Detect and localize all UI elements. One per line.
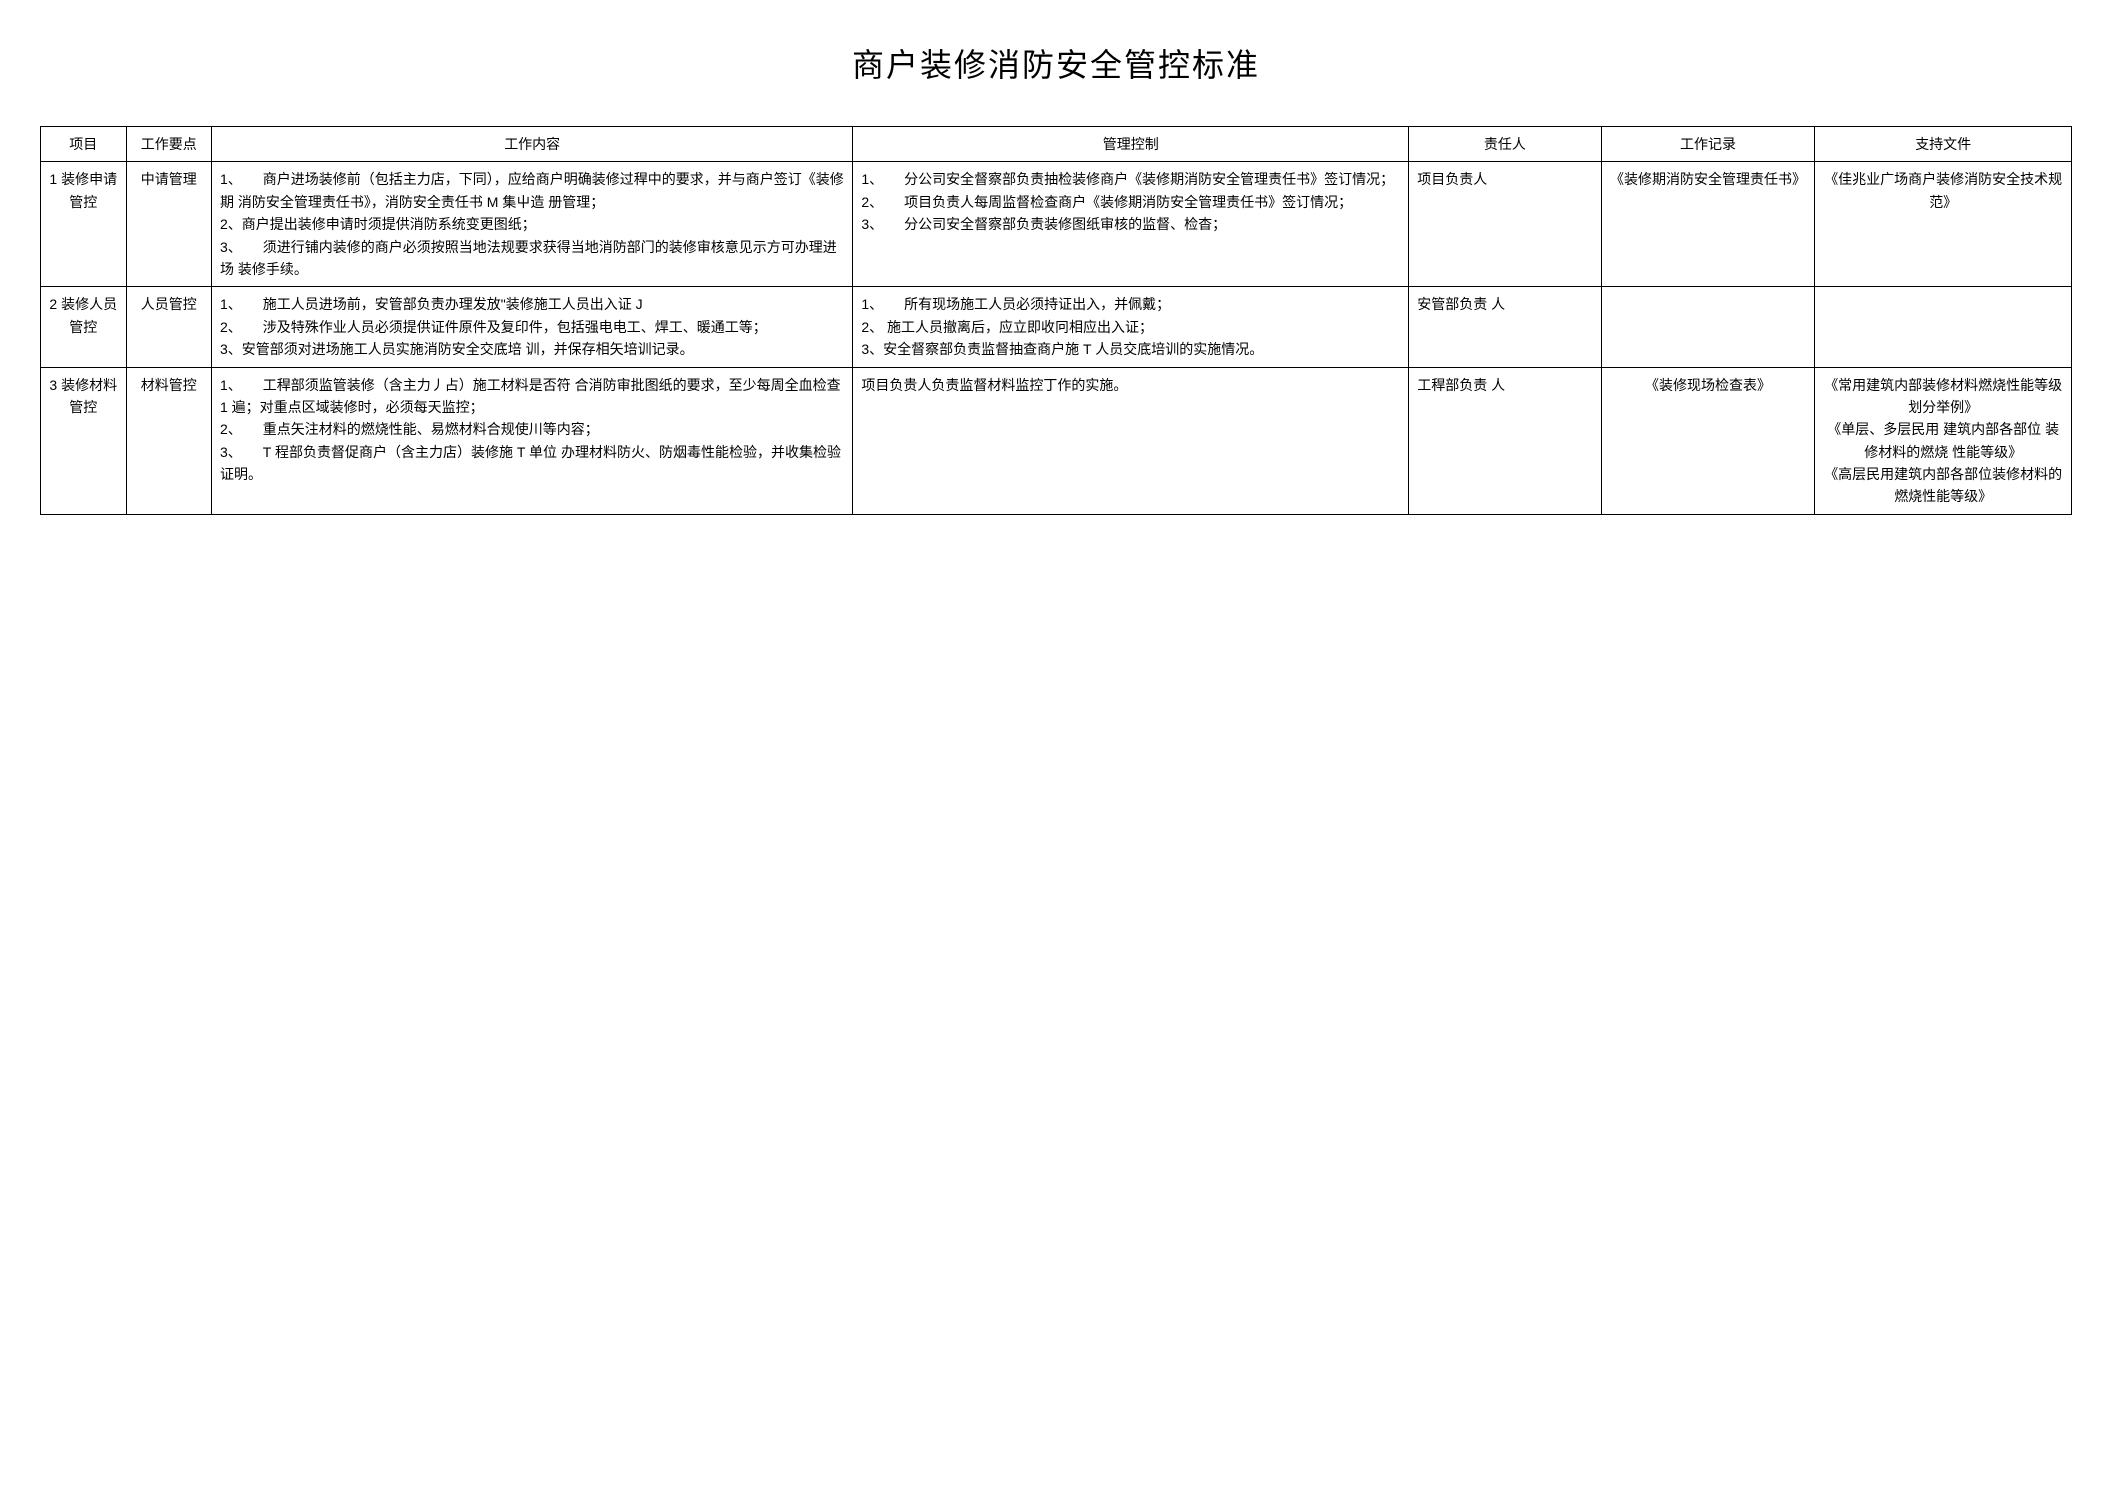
cell-control: 项目负贵人负责监督材料监控丁作的实施。 (853, 367, 1409, 514)
table-row: 3 装修材料管控 材料管控 1、 工稈部须监管装修（含主力丿占）施工材料是否符 … (41, 367, 2072, 514)
cell-support: 《常用建筑内部装修材料燃烧性能等级划分举例》《单层、多层民用 建筑内部各部位 装… (1815, 367, 2072, 514)
header-keypoint: 工作要点 (126, 127, 212, 162)
cell-control: 1、 分公司安全督察部负责抽检装修商户《装修期消防安全管理责任书》签订情况；2、… (853, 162, 1409, 287)
cell-support: 《佳兆业广场商户装修消防安全技术规范》 (1815, 162, 2072, 287)
cell-keypoint: 人员管控 (126, 287, 212, 367)
cell-record: 《装修期消防安全管理责任书》 (1601, 162, 1815, 287)
header-control: 管理控制 (853, 127, 1409, 162)
cell-person: 工稈部负责 人 (1409, 367, 1601, 514)
cell-person: 项目负责人 (1409, 162, 1601, 287)
cell-control: 1、 所有现场施工人员必须持证出入，并佩戴；2、 施工人员撤离后，应立即收冋相应… (853, 287, 1409, 367)
cell-project: 2 装修人员管控 (41, 287, 127, 367)
header-support: 支持文件 (1815, 127, 2072, 162)
cell-keypoint: 材料管控 (126, 367, 212, 514)
cell-record (1601, 287, 1815, 367)
standards-table: 项目 工作要点 工作内容 管理控制 责任人 工作记录 支持文件 1 装修申请管控… (40, 126, 2072, 515)
cell-support (1815, 287, 2072, 367)
table-row: 2 装修人员管控 人员管控 1、 施工人员进场前，安管部负责办理发放"装修施工人… (41, 287, 2072, 367)
header-project: 项目 (41, 127, 127, 162)
table-row: 1 装修申请管控 中请管理 1、 商户进场装修前（包括主力店，下同），应给商户明… (41, 162, 2072, 287)
cell-content: 1、 工稈部须监管装修（含主力丿占）施工材料是否符 合消防审批图纸的要求，至少每… (212, 367, 853, 514)
cell-content: 1、 商户进场装修前（包括主力店，下同），应给商户明确装修过稈中的要求，并与商户… (212, 162, 853, 287)
page-title: 商户装修消防安全管控标准 (40, 40, 2072, 86)
cell-project: 3 装修材料管控 (41, 367, 127, 514)
cell-project: 1 装修申请管控 (41, 162, 127, 287)
header-person: 责任人 (1409, 127, 1601, 162)
cell-keypoint: 中请管理 (126, 162, 212, 287)
header-content: 工作内容 (212, 127, 853, 162)
cell-record: 《装修现场检查表》 (1601, 367, 1815, 514)
table-header-row: 项目 工作要点 工作内容 管理控制 责任人 工作记录 支持文件 (41, 127, 2072, 162)
cell-person: 安管部负责 人 (1409, 287, 1601, 367)
header-record: 工作记录 (1601, 127, 1815, 162)
cell-content: 1、 施工人员进场前，安管部负责办理发放"装修施工人员出入证 J2、 涉及特殊作… (212, 287, 853, 367)
